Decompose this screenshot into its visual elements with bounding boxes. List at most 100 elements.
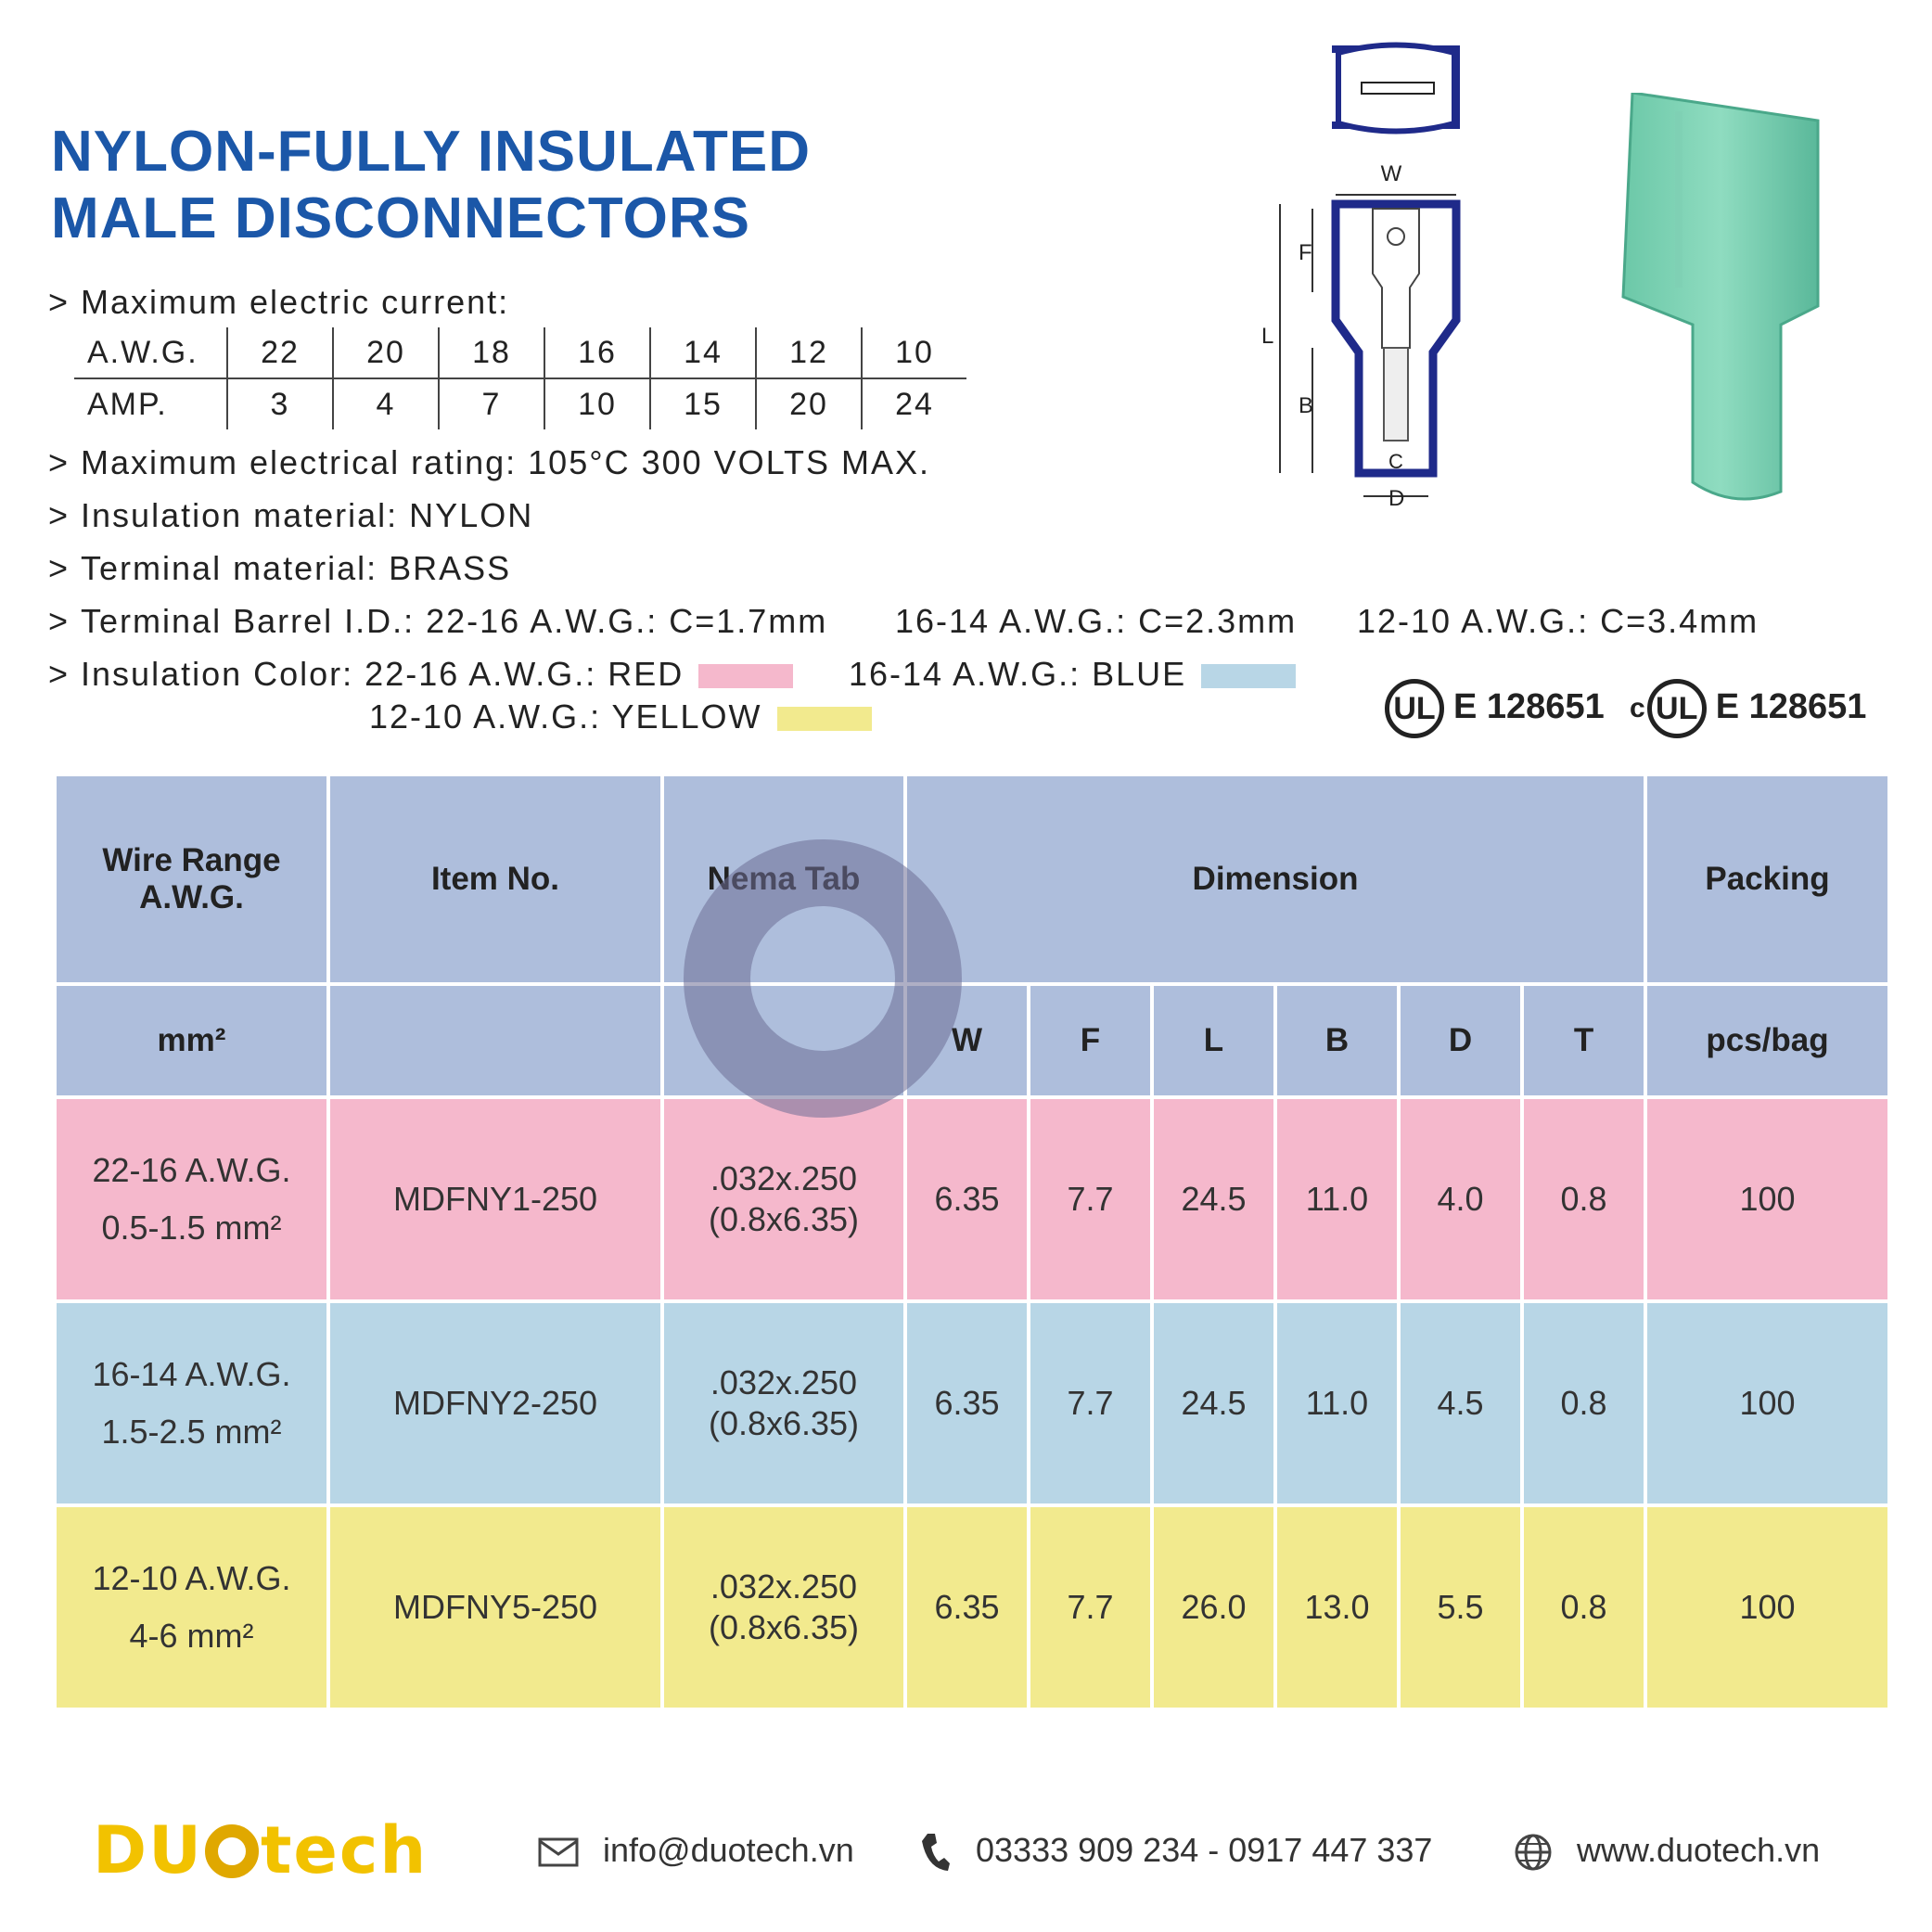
header-w: W — [903, 982, 1030, 1099]
amp-row: AMP. 3 4 7 10 15 20 24 — [74, 378, 966, 429]
spec-color: > Insulation Color: 22-16 A.W.G.: RED — [48, 655, 794, 694]
amp-label: AMP. — [87, 386, 168, 422]
blue-swatch — [1201, 664, 1297, 689]
awg-cell: 16 — [544, 327, 650, 379]
dim-w-label: W — [1381, 161, 1402, 186]
f-cell: 7.7 — [1027, 1299, 1154, 1507]
wire-range-cell: 22-16 A.W.G. 0.5-1.5 mm² — [53, 1095, 330, 1303]
table-row: 12-10 A.W.G. 4-6 mm² MDFNY5-250 .032x.250… — [53, 1503, 1892, 1711]
logo-ring-icon — [204, 1824, 259, 1878]
header-b: B — [1273, 982, 1401, 1099]
d-cell: 4.0 — [1397, 1095, 1524, 1303]
f-cell: 7.7 — [1027, 1095, 1154, 1303]
arrow-icon: > — [48, 549, 70, 587]
footer: DU tech info@duotech.vn 03333 909 234 - 0… — [0, 1813, 1932, 1887]
table-row: 22-16 A.W.G. 0.5-1.5 mm² MDFNY1-250 .032x… — [53, 1095, 1892, 1303]
nema-tab-cell: .032x.250 (0.8x6.35) — [660, 1095, 907, 1303]
awg-cell: 18 — [438, 327, 544, 379]
arrow-icon: > — [48, 443, 70, 481]
item-no-cell: MDFNY2-250 — [326, 1299, 664, 1507]
website-link[interactable]: www.duotech.vn — [1514, 1813, 1820, 1887]
mm2-value: 4-6 mm² — [129, 1617, 254, 1655]
header-t: T — [1519, 982, 1648, 1099]
amp-cell: 4 — [332, 378, 439, 429]
d-cell: 4.5 — [1397, 1299, 1524, 1507]
packing-cell: 100 — [1644, 1095, 1892, 1303]
awg-cell: 22 — [226, 327, 333, 379]
header-empty — [660, 982, 907, 1099]
arrow-icon: > — [48, 602, 70, 640]
awg-value: 16-14 A.W.G. — [92, 1355, 291, 1393]
dim-f-label: F — [1299, 240, 1312, 265]
w-cell: 6.35 — [903, 1503, 1030, 1711]
c-prefix: c — [1630, 693, 1645, 723]
email-text: info@duotech.vn — [603, 1831, 854, 1869]
nema-inch: .032x.250 — [710, 1159, 858, 1197]
w-cell: 6.35 — [903, 1095, 1030, 1303]
awg-cell: 14 — [649, 327, 756, 379]
website-text: www.duotech.vn — [1577, 1831, 1821, 1869]
packing-cell: 100 — [1644, 1299, 1892, 1507]
drawing-side-view — [1279, 194, 1461, 497]
amp-cell: 10 — [544, 378, 650, 429]
l-cell: 26.0 — [1150, 1503, 1277, 1711]
header-packing: Packing — [1644, 773, 1892, 986]
packing-cell: 100 — [1644, 1503, 1892, 1711]
phone-link[interactable]: 03333 909 234 - 0917 447 337 — [918, 1813, 1432, 1887]
color-blue-text: 16-14 A.W.G.: BLUE — [849, 655, 1187, 693]
phone-text: 03333 909 234 - 0917 447 337 — [976, 1831, 1433, 1869]
t-cell: 0.8 — [1519, 1299, 1648, 1507]
item-no-cell: MDFNY1-250 — [326, 1095, 664, 1303]
nema-mm: (0.8x6.35) — [708, 1200, 860, 1238]
awg-value: 22-16 A.W.G. — [92, 1151, 291, 1189]
spec-color-yellow: 12-10 A.W.G.: YELLOW — [369, 697, 872, 736]
max-current-label: Maximum electric current: — [81, 283, 510, 321]
duotech-logo[interactable]: DU tech — [93, 1813, 428, 1887]
amp-cell: 15 — [649, 378, 756, 429]
header-wire-range: Wire Range A.W.G. — [53, 773, 330, 986]
ul-number-2: E 128651 — [1715, 687, 1867, 727]
spec-terminal: > Terminal material: BRASS — [48, 549, 511, 588]
logo-text-right: tech — [260, 1812, 429, 1888]
header-l: L — [1150, 982, 1277, 1099]
insulation-text: Insulation material: NYLON — [81, 496, 534, 534]
header-nema-tab: Nema Tab — [660, 773, 907, 986]
dim-d-label: D — [1388, 486, 1404, 511]
header-mm2: mm² — [53, 982, 330, 1099]
ul-cert-2: c UL E 128651 — [1630, 679, 1866, 738]
f-cell: 7.7 — [1027, 1503, 1154, 1711]
spec-insulation: > Insulation material: NYLON — [48, 496, 533, 535]
globe-icon — [1515, 1834, 1552, 1871]
header-pcs-bag: pcs/bag — [1644, 982, 1892, 1099]
drawing-top-view — [1332, 42, 1460, 134]
arrow-icon: > — [48, 496, 70, 534]
page-title: NYLON-FULLY INSULATED MALE DISCONNECTORS — [51, 119, 811, 252]
ul-cert-1: UL E 128651 — [1385, 679, 1605, 738]
b-cell: 11.0 — [1273, 1095, 1401, 1303]
color-red-text: Insulation Color: 22-16 A.W.G.: RED — [81, 655, 685, 693]
red-swatch — [698, 664, 794, 689]
awg-cell: 12 — [755, 327, 862, 379]
item-no-cell: MDFNY5-250 — [326, 1503, 664, 1711]
nema-inch: .032x.250 — [710, 1567, 858, 1606]
title-line-2: MALE DISCONNECTORS — [51, 186, 751, 250]
amp-cell: 24 — [861, 378, 966, 429]
mail-icon — [538, 1837, 579, 1867]
spec-color-blue: 16-14 A.W.G.: BLUE — [849, 655, 1297, 694]
nema-mm: (0.8x6.35) — [708, 1404, 860, 1442]
arrow-icon: > — [48, 283, 70, 321]
wire-range-cell: 12-10 A.W.G. 4-6 mm² — [53, 1503, 330, 1711]
current-table: A.W.G. 22 20 18 16 14 12 10 AMP. 3 4 7 1… — [74, 327, 966, 429]
email-link[interactable]: info@duotech.vn — [538, 1813, 854, 1887]
b-cell: 13.0 — [1273, 1503, 1401, 1711]
dim-l-label: L — [1261, 324, 1273, 349]
awg-label: A.W.G. — [74, 327, 227, 379]
nema-tab-cell: .032x.250 (0.8x6.35) — [660, 1299, 907, 1507]
barrel-text-3: 12-10 A.W.G.: C=3.4mm — [1357, 602, 1759, 640]
header-row-1: Wire Range A.W.G. Item No. Nema Tab Dimen… — [53, 773, 1892, 986]
barrel-text-2: 16-14 A.W.G.: C=2.3mm — [895, 602, 1298, 640]
rating-text: Maximum electrical rating: 105°C 300 VOL… — [81, 443, 931, 481]
spec-barrel: > Terminal Barrel I.D.: 22-16 A.W.G.: C=1… — [48, 602, 827, 641]
spec-max-current: > Maximum electric current: — [48, 283, 509, 322]
amp-cell: 7 — [438, 378, 544, 429]
